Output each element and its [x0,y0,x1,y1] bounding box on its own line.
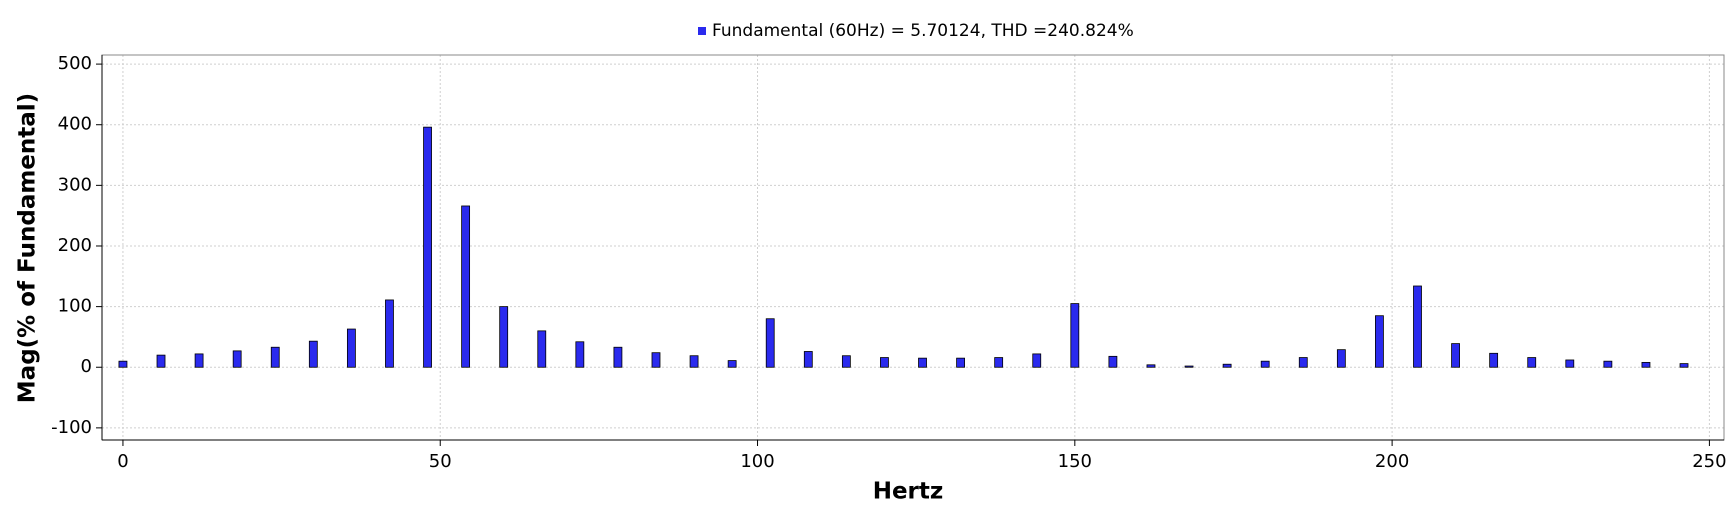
x-tick-label: 100 [740,451,774,472]
bar [156,354,166,368]
bar [1565,359,1575,368]
bar [1184,365,1194,368]
bar [1336,349,1346,368]
bar [727,360,737,368]
bar [499,306,509,368]
x-axis-title: Hertz [873,479,944,505]
bar [461,205,471,368]
bar [880,357,889,368]
bar [194,353,204,368]
bar [1032,353,1042,368]
y-tick-label: 400 [58,114,92,135]
bar [1222,363,1232,368]
bar [1641,361,1651,368]
bar [423,126,432,368]
y-axis-title: Mag(% of Fundamental) [15,93,41,403]
bar [841,355,851,368]
bar [575,341,585,368]
x-tick-label: 50 [429,451,452,472]
bar [1260,360,1270,368]
bar [613,346,623,368]
x-tick-label: 0 [117,451,128,472]
y-tick-label: 200 [58,235,92,256]
x-tick-label: 150 [1058,451,1092,472]
bar [765,318,775,368]
bar [385,299,394,368]
bar [1070,303,1080,368]
bar [1108,355,1118,368]
y-tick-label: 500 [58,53,92,74]
bar [232,350,242,368]
bar [1603,360,1613,368]
legend-swatch [698,27,706,35]
bar [651,352,661,368]
y-tick-label: 100 [58,296,92,317]
bar [994,357,1004,368]
bar [1679,363,1689,368]
y-tick-label: -100 [51,417,92,438]
bar [689,355,699,368]
legend-label: Fundamental (60Hz) = 5.70124, THD =240.8… [712,21,1134,41]
bar [1451,343,1460,368]
bar [956,357,965,368]
bar [270,346,280,368]
x-tick-label: 250 [1692,451,1726,472]
bar [537,330,547,368]
bar [308,340,318,368]
bar [1413,285,1422,368]
bar [118,360,128,368]
bar [1298,357,1308,368]
x-tick-label: 200 [1375,451,1409,472]
bar [1527,357,1537,368]
y-tick-label: 0 [81,356,92,377]
bar [1146,364,1156,368]
bar [1489,352,1499,368]
y-tick-label: 300 [58,174,92,195]
bar [803,351,813,368]
bar [918,357,927,368]
bar [346,328,356,368]
bar [1375,315,1384,368]
